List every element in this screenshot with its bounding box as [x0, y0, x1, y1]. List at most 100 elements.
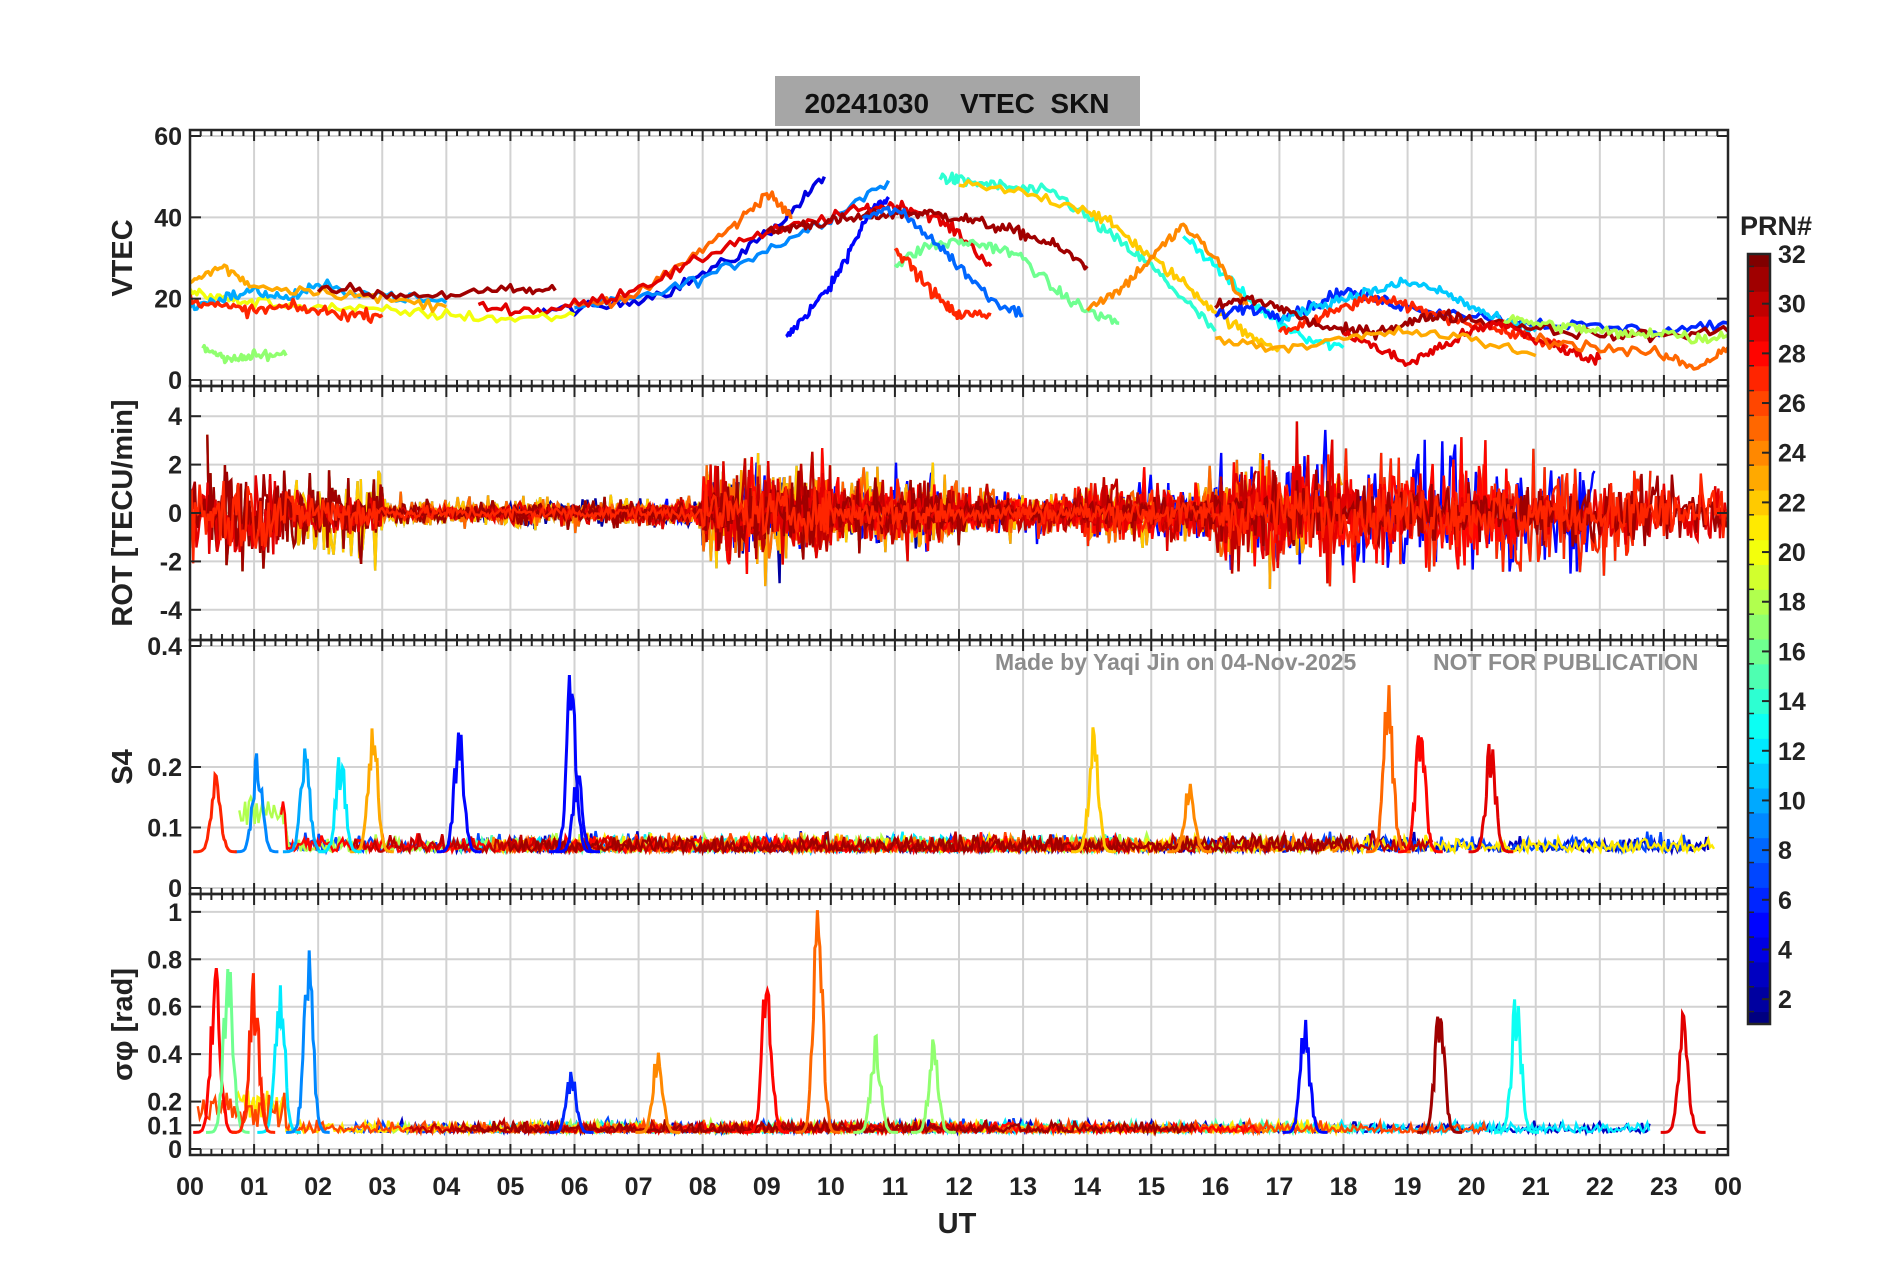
vtec-series-prn-25: [573, 190, 793, 309]
spike-prn-6: [548, 1071, 594, 1134]
x-tick-label: 03: [368, 1173, 396, 1201]
x-axis-label: UT: [938, 1208, 977, 1240]
colorbar-swatch: [1748, 912, 1770, 938]
vtec-series-prn-31: [765, 206, 1089, 271]
x-tick-label: 05: [497, 1173, 525, 1201]
colorbar-tick-label: 14: [1778, 688, 1806, 716]
y-tick-label: 0: [168, 875, 182, 903]
vtec-series-prn-27: [190, 294, 384, 324]
panel-4: 00.10.2 0.4 0.6 0.8 1 σφ [rad]: [107, 892, 1730, 1164]
y-tick-label: 0: [168, 367, 182, 395]
x-tick-label: 09: [753, 1173, 781, 1201]
y-tick-label: -4: [160, 597, 182, 625]
colorbar-swatch: [1748, 887, 1770, 913]
colorbar-swatch: [1748, 688, 1770, 715]
x-tick-label: 02: [304, 1173, 332, 1201]
y-tick-label: -2: [160, 548, 182, 576]
vtec-series-prn-31: [1214, 294, 1728, 344]
colorbar-tick-label: 10: [1778, 787, 1806, 815]
spike-prn-28: [744, 985, 790, 1134]
y-tick-label: 0.2: [147, 754, 182, 782]
x-tick-label: 08: [689, 1173, 717, 1201]
colorbar-tick-label: 8: [1778, 837, 1792, 865]
spike-prn-28: [1398, 735, 1443, 854]
series-group: [193, 910, 1706, 1137]
noise-series-prn-30: [349, 829, 1434, 856]
vtec-series-prn-27: [893, 247, 992, 321]
y-tick-label: 20: [154, 286, 182, 314]
vtec-series-prn-6: [1214, 286, 1728, 338]
y-tick-label: 0.4: [147, 1041, 182, 1069]
vtec-series-prn-29: [477, 199, 993, 317]
spike-prn-23: [350, 728, 394, 854]
spike-prn-24: [1167, 783, 1213, 854]
colorbar-tick-label: 22: [1778, 489, 1806, 517]
panel-1: 0 20 40 60 VTEC: [107, 123, 1730, 395]
spike-prn-25: [795, 910, 841, 1134]
panel-2: -4 -2 0 2 4 ROT [TECU/min]: [107, 384, 1730, 642]
spike-prn-31: [1417, 1016, 1463, 1134]
vtec-series-prn-23: [1214, 325, 1537, 358]
y-tick-label: 1: [168, 899, 182, 927]
colorbar-swatch: [1748, 837, 1770, 864]
y-tick-label: 0.4: [147, 633, 182, 661]
colorbar-swatch: [1748, 489, 1770, 516]
x-tick-label: 10: [817, 1173, 845, 1201]
colorbar-swatch: [1748, 465, 1770, 491]
spike-prn-17: [853, 1033, 899, 1134]
grid-lines: [190, 640, 1728, 894]
colorbar-swatch: [1748, 539, 1770, 565]
y-tick-label: 0: [168, 500, 182, 528]
y-tick-label: 0.1: [147, 815, 182, 843]
spike-prn-5: [436, 732, 482, 854]
colorbar-tick-label: 24: [1778, 440, 1806, 468]
y-tick-label: 2: [168, 452, 182, 480]
y-tick-label: 0.6: [147, 994, 182, 1022]
colorbar-swatch: [1748, 986, 1770, 1013]
colorbar-swatch: [1748, 266, 1770, 292]
colorbar-tick-label: 30: [1778, 291, 1806, 319]
x-tick-label: 23: [1650, 1173, 1678, 1201]
colorbar-swatch: [1748, 961, 1770, 988]
colorbar-tick-label: 6: [1778, 887, 1792, 915]
spike-prn-5: [555, 775, 601, 854]
y-tick-label: 0.2: [147, 1089, 182, 1117]
vtec-series-prn-20: [190, 287, 576, 324]
vtec-series-prn-18: [1503, 314, 1728, 345]
spike-prn-27: [231, 973, 276, 1134]
colorbar-label: PRN#: [1740, 211, 1812, 241]
spike-prn-17: [910, 1039, 956, 1134]
x-tick-label: 19: [1394, 1173, 1422, 1201]
x-tick-label: 11: [882, 1173, 909, 1201]
colorbar-tick-label: 20: [1778, 539, 1806, 567]
x-tick-label: 00: [176, 1173, 204, 1201]
series-group: [190, 171, 1728, 371]
x-tick-label: 14: [1073, 1173, 1101, 1201]
colorbar-swatch: [1748, 639, 1770, 665]
vtec-series-prn-11: [1278, 276, 1537, 335]
panel-3: 0 0.1 0.2 0.4 S4: [107, 633, 1730, 903]
spike-prn-5: [1282, 1019, 1328, 1134]
spike-prn-16: [206, 968, 250, 1134]
spike-prn-28: [193, 968, 237, 1134]
x-tick-label: 22: [1586, 1173, 1614, 1201]
spike-prn-9: [234, 753, 279, 854]
x-tick-label: 18: [1330, 1173, 1358, 1201]
vtec-series-prn-23: [190, 263, 448, 314]
y-tick-label: 60: [154, 123, 182, 151]
colorbar-swatch: [1748, 1011, 1770, 1025]
watermark-author: Made by Yaqi Jin on 04-Nov-2025: [995, 649, 1357, 675]
y-tick-label: 0.8: [147, 946, 182, 974]
colorbar-swatch: [1748, 514, 1770, 541]
colorbar-swatch: [1748, 763, 1770, 789]
grid-lines: [190, 894, 1728, 1155]
colorbar-tick-label: 32: [1778, 241, 1806, 269]
colorbar-swatch: [1748, 440, 1770, 466]
vtec-series-prn-14: [938, 171, 1217, 333]
x-tick-label: 01: [240, 1173, 268, 1201]
series-group: [193, 675, 1716, 857]
colorbar-tick-label: 4: [1778, 936, 1792, 964]
y-tick-label: 0.1: [147, 1112, 182, 1140]
chart-title: 20241030 VTEC SKN: [804, 88, 1109, 119]
